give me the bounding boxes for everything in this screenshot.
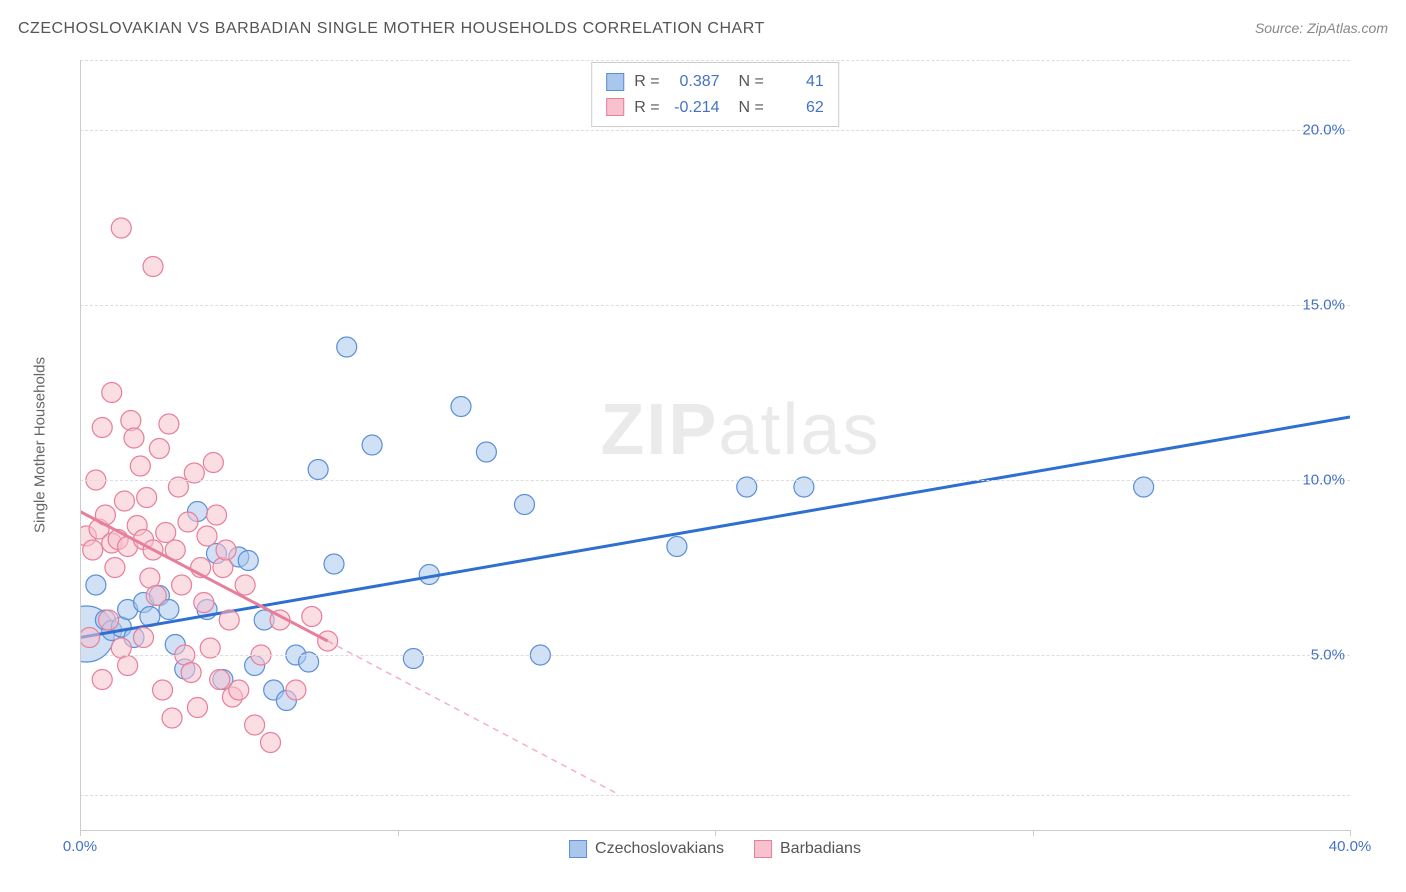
gridline (80, 130, 1350, 131)
data-point (302, 607, 322, 627)
stats-row: R = -0.214 N = 62 (606, 95, 824, 121)
n-value: 41 (774, 69, 824, 95)
data-point (238, 551, 258, 571)
data-point (159, 414, 179, 434)
scatter-plot: ZIPatlas R =0.387 N =41R =-0.214 N =62 C… (80, 60, 1350, 830)
legend-item: Barbadians (754, 840, 861, 858)
data-point (121, 411, 141, 431)
gridline (80, 305, 1350, 306)
correlation-stats-box: R = 0.387 N = 41 R = -0.214 N = 62 (591, 62, 839, 127)
data-point (99, 610, 119, 630)
data-point (203, 453, 223, 473)
data-point (187, 698, 207, 718)
data-point (178, 512, 198, 532)
data-point (130, 456, 150, 476)
gridline (80, 480, 1350, 481)
y-tick-label: 5.0% (1311, 647, 1345, 664)
data-point (92, 418, 112, 438)
data-point (207, 505, 227, 525)
data-point (476, 442, 496, 462)
data-point (153, 680, 173, 700)
x-tick-mark (1033, 830, 1034, 836)
chart-area: Single Mother Households ZIPatlas R =0.3… (50, 60, 1350, 830)
data-point (286, 680, 306, 700)
data-point (105, 558, 125, 578)
data-point (213, 558, 233, 578)
data-point (324, 554, 344, 574)
y-tick-label: 15.0% (1302, 297, 1345, 314)
data-point (118, 656, 138, 676)
data-point (143, 257, 163, 277)
stats-row: R = 0.387 N = 41 (606, 69, 824, 95)
stats-swatch (606, 73, 624, 91)
data-point (86, 575, 106, 595)
data-point (245, 715, 265, 735)
n-label: N = (730, 69, 764, 95)
data-point (229, 680, 249, 700)
n-value: 62 (774, 95, 824, 121)
data-point (137, 488, 157, 508)
y-axis-line (80, 60, 81, 830)
data-point (308, 460, 328, 480)
data-point (149, 439, 169, 459)
data-point (80, 628, 100, 648)
data-point (83, 540, 103, 560)
data-point (146, 586, 166, 606)
x-tick-mark (398, 830, 399, 836)
data-point (235, 575, 255, 595)
gridline (80, 795, 1350, 796)
y-tick-label: 20.0% (1302, 122, 1345, 139)
data-point (124, 428, 144, 448)
r-value: 0.387 (670, 69, 720, 95)
data-point (162, 708, 182, 728)
data-point (172, 575, 192, 595)
data-point (181, 663, 201, 683)
x-tick-label: 40.0% (1329, 838, 1372, 855)
n-label: N = (730, 95, 764, 121)
chart-header: CZECHOSLOVAKIAN VS BARBADIAN SINGLE MOTH… (18, 20, 1388, 38)
data-point (219, 610, 239, 630)
data-point (210, 670, 230, 690)
data-point (261, 733, 281, 753)
data-point (337, 337, 357, 357)
plot-svg (80, 60, 1350, 830)
legend-swatch (569, 840, 587, 858)
data-point (194, 593, 214, 613)
trend-line (80, 417, 1350, 638)
y-axis-label: Single Mother Households (32, 357, 49, 533)
legend-label: Barbadians (780, 840, 861, 858)
data-point (102, 383, 122, 403)
legend-swatch (754, 840, 772, 858)
stats-swatch (606, 98, 624, 116)
r-value: -0.214 (670, 95, 720, 121)
r-label: R = (634, 95, 659, 121)
data-point (111, 218, 131, 238)
y-tick-label: 10.0% (1302, 472, 1345, 489)
data-point (403, 649, 423, 669)
gridline (80, 655, 1350, 656)
data-point (156, 523, 176, 543)
x-tick-mark (80, 830, 81, 836)
data-point (515, 495, 535, 515)
data-point (451, 397, 471, 417)
data-point (134, 628, 154, 648)
x-tick-label: 0.0% (63, 838, 97, 855)
legend: Czechoslovakians Barbadians (569, 840, 861, 858)
data-point (197, 526, 217, 546)
trend-line-extrapolated (328, 641, 620, 795)
source-attribution: Source: ZipAtlas.com (1255, 20, 1388, 36)
r-label: R = (634, 69, 659, 95)
x-tick-mark (1350, 830, 1351, 836)
chart-title: CZECHOSLOVAKIAN VS BARBADIAN SINGLE MOTH… (18, 20, 765, 38)
gridline (80, 60, 1350, 61)
data-point (362, 435, 382, 455)
data-point (216, 540, 236, 560)
x-tick-mark (715, 830, 716, 836)
legend-label: Czechoslovakians (595, 840, 724, 858)
legend-item: Czechoslovakians (569, 840, 724, 858)
data-point (667, 537, 687, 557)
data-point (114, 491, 134, 511)
data-point (92, 670, 112, 690)
